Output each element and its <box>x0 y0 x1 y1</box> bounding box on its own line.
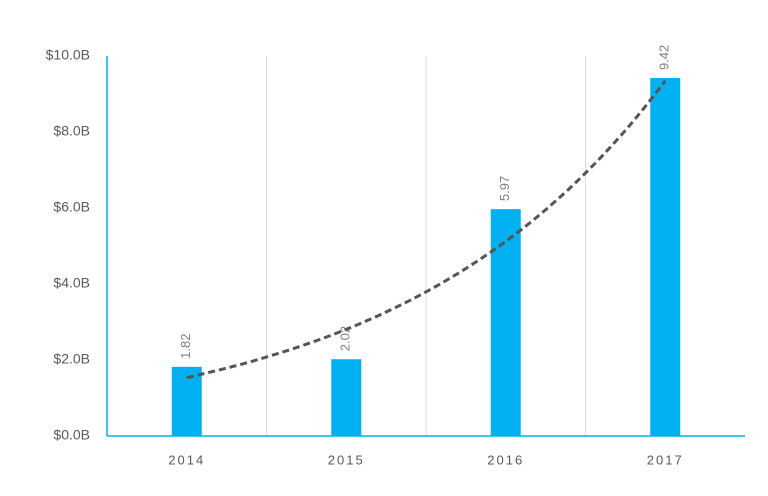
x-tick-label: 2014 <box>168 452 205 467</box>
x-tick-label: 2015 <box>328 452 365 467</box>
value-label: 2.02 <box>338 326 353 351</box>
trendline <box>186 79 667 380</box>
y-tick-label: $0.0B <box>53 427 90 443</box>
value-label: 1.82 <box>178 334 193 359</box>
value-label: 9.42 <box>657 45 672 70</box>
y-tick-label: $4.0B <box>53 275 90 291</box>
value-label: 5.97 <box>497 176 512 201</box>
x-tick-label: 2016 <box>487 452 524 467</box>
bar <box>331 359 362 436</box>
y-tick-label: $6.0B <box>53 199 90 215</box>
x-tick-label: 2017 <box>647 452 684 467</box>
y-tick-label: $2.0B <box>53 351 90 367</box>
bar <box>490 209 521 436</box>
bar <box>650 78 681 436</box>
y-tick-label: $8.0B <box>53 123 90 139</box>
bar <box>171 366 202 436</box>
y-tick-label: $10.0B <box>46 47 90 63</box>
